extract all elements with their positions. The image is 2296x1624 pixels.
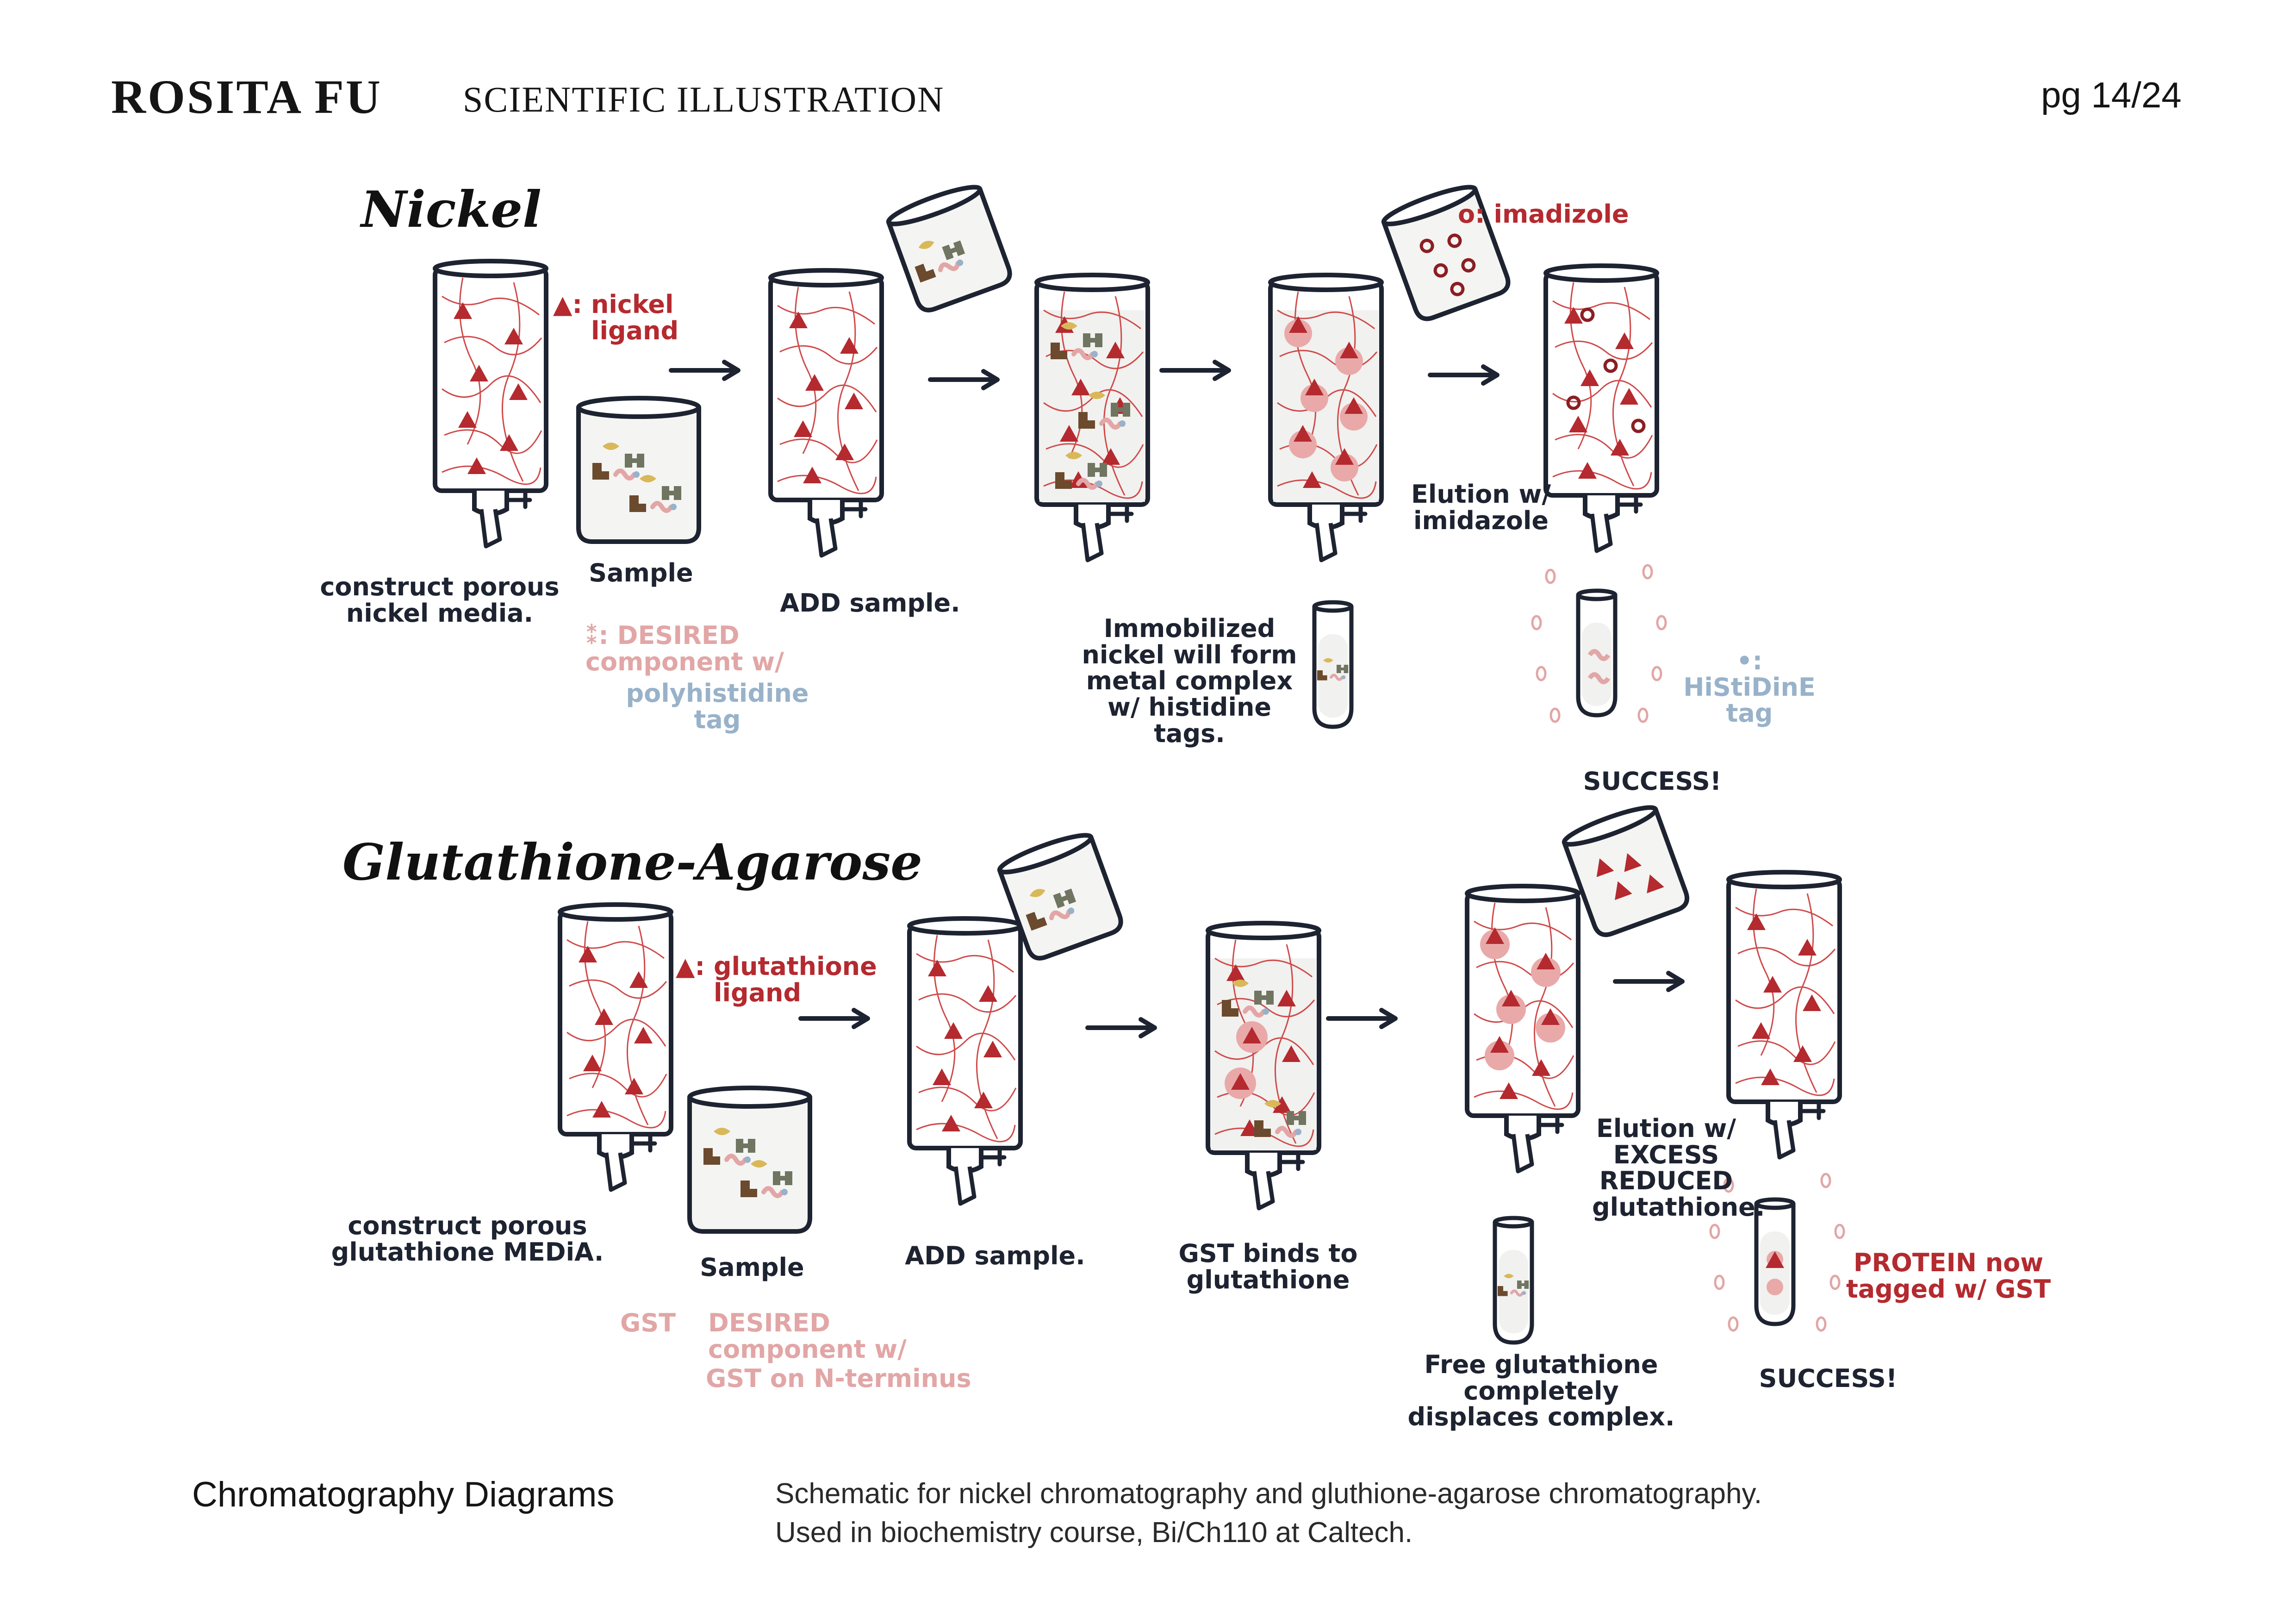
nickel-step1-caption: construct porous nickel media. — [320, 572, 560, 628]
figure-description-line-2: Used in biochemistry course, Bi/Ch110 at… — [775, 1517, 1413, 1549]
nickel-column-add-sample — [771, 270, 882, 556]
gst-desired-label: DESIRED component w/ — [708, 1308, 907, 1364]
gst-column-bound — [1208, 923, 1319, 1208]
portfolio-subtitle: SCIENTIFIC ILLUSTRATION — [463, 79, 945, 119]
gst-elution-label: Elution w/ EXCESS REDUCED glutathione. — [1592, 1114, 1765, 1222]
artist-name: ROSITA FU — [111, 70, 382, 124]
nickel-flowthrough-tube — [1314, 602, 1351, 727]
imidazole-legend: o: imadizole — [1458, 200, 1629, 229]
gst-terminus-label: GST on N-terminus — [706, 1364, 971, 1393]
gst-sample-label: Sample — [700, 1253, 804, 1282]
gst-flowthrough-tube — [1495, 1218, 1532, 1343]
figure-description: Schematic for nickel chromatography and … — [775, 1474, 1762, 1552]
nickel-sample-beaker — [579, 398, 699, 542]
nickel-column-elution — [1546, 266, 1657, 551]
nickel-sample-label: Sample — [589, 558, 693, 587]
nickel-step2-caption: ADD sample. — [780, 588, 960, 618]
arrow-2 — [930, 371, 997, 388]
nickel-step4-caption: Immobilized nickel will form metal compl… — [1082, 614, 1297, 748]
gst-sample-beaker — [690, 1088, 810, 1231]
gst-arrow-4 — [1615, 973, 1682, 990]
gst-arrow-2 — [1088, 1019, 1155, 1036]
gst-arrow-1 — [801, 1010, 868, 1027]
gst-step3-caption: GST binds to glutathione — [1178, 1239, 1358, 1294]
gst-step2-caption: ADD sample. — [905, 1241, 1085, 1270]
imidazole-beaker — [1381, 185, 1511, 321]
nickel-column-empty — [435, 261, 546, 546]
nickel-polyhistidine-label: polyhistidine tag — [626, 679, 809, 734]
gst-column-eluted — [1729, 872, 1840, 1157]
nickel-success-label: SUCCESS! — [1583, 767, 1722, 796]
gst-step1-caption: construct porous glutathione MEDiA. — [331, 1211, 604, 1267]
nickel-column-loaded — [1037, 275, 1148, 560]
ligand-triangle-icon: ▲: — [553, 290, 583, 319]
desired-protein-icon: ⁑: — [585, 621, 609, 650]
histidine-tag-legend: •: HiStiDinE tag — [1683, 646, 1816, 728]
arrow-4 — [1430, 367, 1497, 383]
nickel-desired-label: DESIRED component w/ — [585, 621, 784, 676]
arrow-3 — [1162, 362, 1229, 379]
gst-protein-label: PROTEIN now tagged w/ GST — [1846, 1248, 2051, 1304]
figure-title: Chromatography Diagrams — [192, 1475, 615, 1514]
gst-ligand-label: glutathione ligand — [713, 952, 877, 1007]
gst-arrow-3 — [1328, 1010, 1395, 1027]
gst-column-displaced — [1467, 886, 1578, 1171]
page-number: pg 14/24 — [2041, 75, 2182, 115]
nickel-ligand-label: nickel ligand — [591, 290, 679, 345]
gst-ligand-triangle-icon: ▲: — [676, 952, 705, 981]
nickel-desired-legend: ⁑: DESIRED component w/ — [585, 621, 798, 676]
arrow-1 — [671, 362, 738, 379]
gst-pouring-beaker — [997, 833, 1123, 961]
nickel-ligand-legend: ▲: nickel ligand — [553, 290, 679, 345]
figure-description-line-1: Schematic for nickel chromatography and … — [775, 1478, 1762, 1510]
gst-ligand-legend: ▲: glutathione ligand — [676, 952, 877, 1007]
gst-success-label: SUCCESS! — [1759, 1364, 1898, 1393]
gst-success-tube — [1711, 1174, 1844, 1330]
glutathione-beaker — [1562, 805, 1690, 937]
nickel-elution-label: Elution w/ imidazole — [1411, 480, 1551, 535]
gst-free-caption: Free glutathione completely displaces co… — [1407, 1350, 1675, 1432]
gst-column-empty — [560, 905, 671, 1190]
gst-heading: Glutathione-Agarose — [342, 833, 922, 892]
nickel-success-tube — [1532, 565, 1666, 722]
nickel-heading: Nickel — [361, 181, 542, 239]
gst-tag-label: GST — [620, 1308, 676, 1337]
pouring-beaker — [886, 185, 1012, 312]
nickel-column-complex — [1270, 275, 1381, 560]
gst-column-add-sample — [909, 918, 1020, 1204]
